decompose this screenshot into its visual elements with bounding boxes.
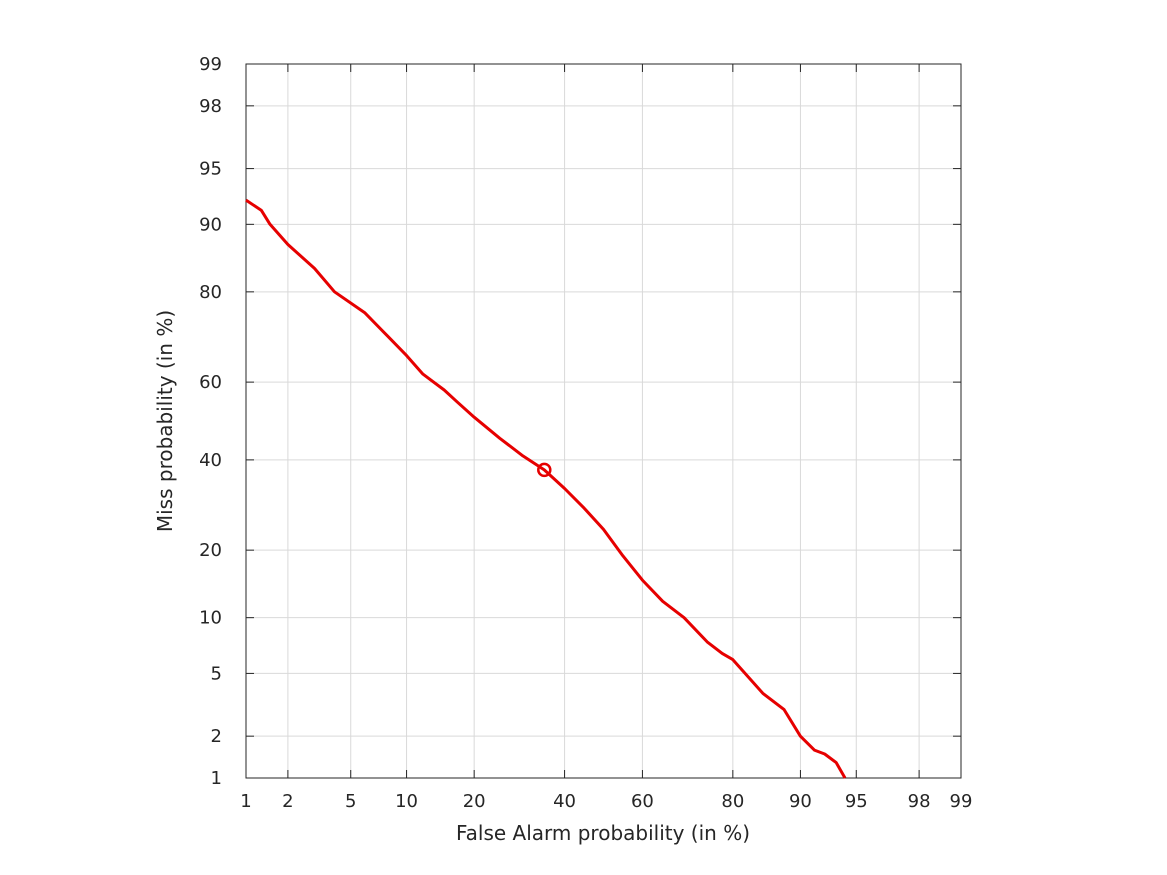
operating-point-marker bbox=[537, 462, 552, 478]
x-tick-label: 40 bbox=[553, 791, 576, 812]
det-curve bbox=[245, 198, 847, 779]
plot-area-frame bbox=[245, 63, 962, 779]
x-tick-label: 2 bbox=[282, 791, 293, 812]
x-tick-label: 1 bbox=[240, 791, 251, 812]
y-tick-label: 5 bbox=[211, 663, 222, 684]
x-tick-label: 80 bbox=[721, 791, 744, 812]
x-axis-label: False Alarm probability (in %) bbox=[456, 821, 750, 845]
y-tick-label: 90 bbox=[199, 214, 222, 235]
y-tick-label: 10 bbox=[199, 608, 222, 629]
x-tick-label: 99 bbox=[950, 791, 973, 812]
ticks: 1 2 5 10 20 40 60 80 90 95 98 99 1 2 5 10 20 40 60 80 90 95 98… bbox=[199, 54, 972, 812]
y-tick-label: 95 bbox=[199, 159, 222, 180]
x-tick-label: 98 bbox=[908, 791, 931, 812]
x-tick-label: 90 bbox=[789, 791, 812, 812]
marker-layer bbox=[537, 462, 552, 478]
y-tick-label: 99 bbox=[199, 54, 222, 75]
y-tick-label: 2 bbox=[211, 726, 222, 747]
series-layer bbox=[245, 198, 847, 779]
y-tick-label: 20 bbox=[199, 540, 222, 561]
y-tick-label: 1 bbox=[211, 768, 222, 789]
y-tick-label: 98 bbox=[199, 96, 222, 117]
x-tick-label: 10 bbox=[395, 791, 418, 812]
y-axis-label: Miss probability (in %) bbox=[153, 310, 177, 532]
x-tick-label: 5 bbox=[345, 791, 356, 812]
x-tick-label: 95 bbox=[845, 791, 868, 812]
y-tick-label: 80 bbox=[199, 282, 222, 303]
x-tick-label: 20 bbox=[463, 791, 486, 812]
x-tick-label: 60 bbox=[631, 791, 654, 812]
y-tick-label: 60 bbox=[199, 372, 222, 393]
y-tick-label: 40 bbox=[199, 450, 222, 471]
grid bbox=[246, 64, 961, 778]
